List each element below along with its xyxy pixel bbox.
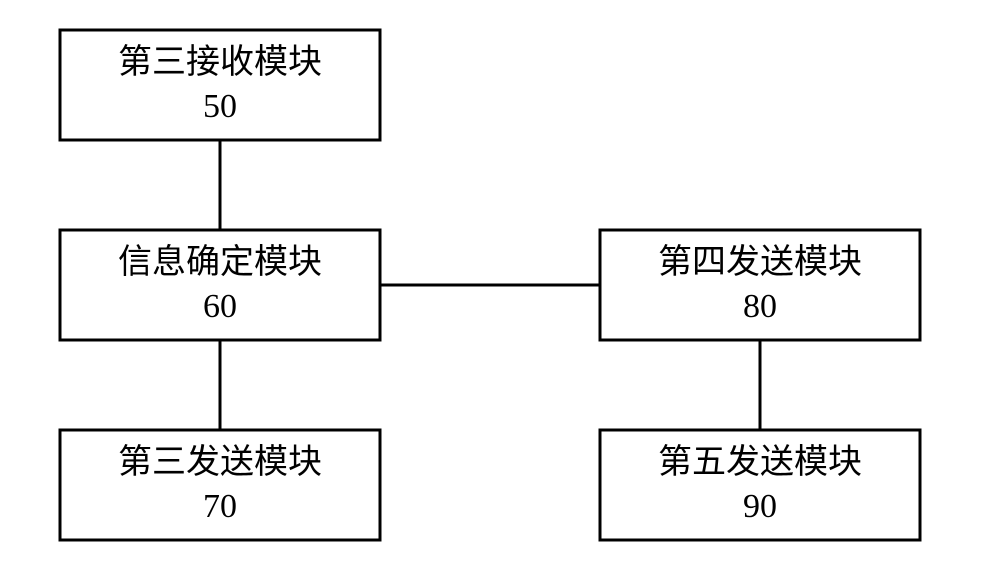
node-n60: 信息确定模块 60: [60, 230, 380, 340]
node-n90: 第五发送模块 90: [600, 430, 920, 540]
node-n90-number: 90: [743, 488, 777, 525]
node-n70-title: 第三发送模块: [118, 443, 322, 481]
node-n80-number: 80: [743, 288, 777, 325]
node-n70-number: 70: [203, 488, 237, 525]
node-n70: 第三发送模块 70: [60, 430, 380, 540]
node-n50-number: 50: [203, 88, 237, 125]
node-n60-number: 60: [203, 288, 237, 325]
node-n50: 第三接收模块 50: [60, 30, 380, 140]
node-n50-title: 第三接收模块: [118, 43, 322, 81]
node-n90-title: 第五发送模块: [658, 443, 862, 481]
flowchart-canvas: 第三接收模块 50 信息确定模块 60 第三发送模块 70 第四发送模块 80 第五发送模块 90: [0, 0, 1000, 574]
node-n80: 第四发送模块 80: [600, 230, 920, 340]
node-n80-title: 第四发送模块: [658, 243, 862, 281]
node-n60-title: 信息确定模块: [118, 243, 322, 281]
